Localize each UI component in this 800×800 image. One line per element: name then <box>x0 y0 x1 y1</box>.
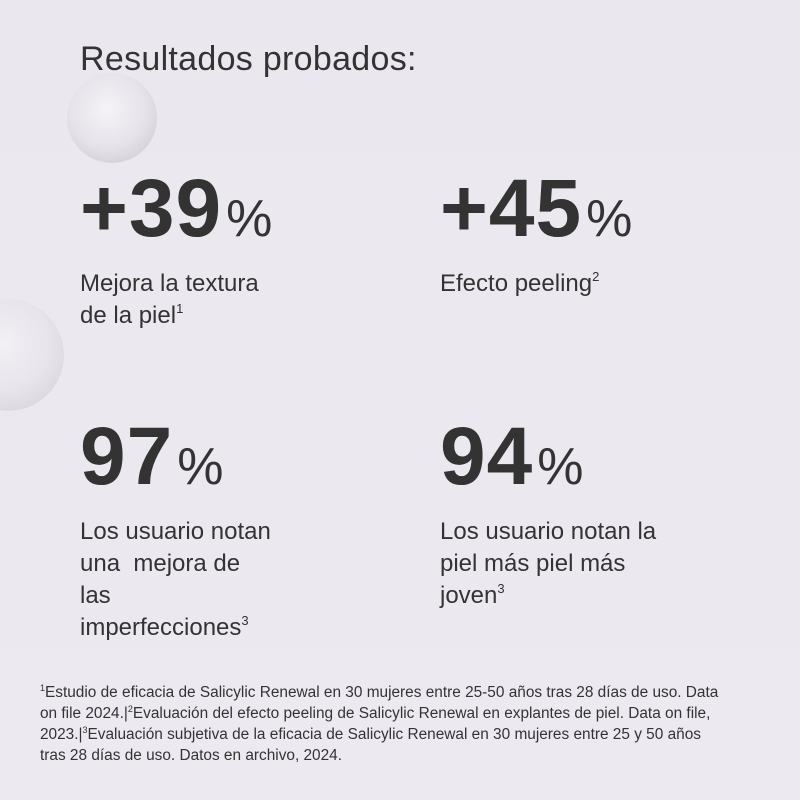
footnote-text: Evaluación del efecto peeling de Salicyl… <box>40 705 711 743</box>
stat-unit: % <box>226 190 274 248</box>
description-line: Efecto peeling2 <box>440 269 600 297</box>
description-line: piel más piel más <box>440 550 626 577</box>
stat-value: +39 <box>80 163 223 254</box>
note-mark: 1 <box>176 301 184 316</box>
description-line: Mejora la textura <box>80 270 259 297</box>
footnote-text: Estudio de eficacia de Salicylic Renewal… <box>40 684 719 722</box>
title: Resultados probados: <box>80 40 417 78</box>
stat-number: 94% <box>440 416 780 498</box>
stat-unit: % <box>586 190 634 248</box>
stat: +39% Mejora la textura de la piel1 <box>80 168 420 332</box>
note-mark: 1 <box>40 683 46 693</box>
description-line: Los usuario notan <box>80 518 271 545</box>
description-line: imperfecciones3 <box>80 613 249 641</box>
droplet <box>0 299 64 411</box>
stat-description: Efecto peeling2 <box>440 268 780 300</box>
stat-number: +39% <box>80 168 420 250</box>
stat-number: +45% <box>440 168 780 250</box>
note-mark: 3 <box>497 581 505 596</box>
stat: +45% Efecto peeling2 <box>440 168 780 300</box>
description-line: las <box>80 582 111 609</box>
note-mark: 2 <box>592 269 600 284</box>
description-line: Los usuario notan la <box>440 518 657 545</box>
stat-value: 94 <box>440 411 534 502</box>
stat-value: 97 <box>80 411 174 502</box>
stat: 94% Los usuario notan la piel más piel más… <box>440 416 780 612</box>
stat-description: Los usuario notan una mejora de las imperfe… <box>80 516 420 644</box>
description-line: una mejora de <box>80 550 241 577</box>
stat-unit: % <box>177 438 225 496</box>
note-mark: 3 <box>82 725 88 735</box>
stat: 97% Los usuario notan una mejora de las impe… <box>80 416 420 644</box>
description-line: joven3 <box>440 581 505 609</box>
stat-number: 97% <box>80 416 420 498</box>
description-line: de la piel1 <box>80 301 184 329</box>
stat-unit: % <box>537 438 585 496</box>
footnote-text: Evaluación subjetiva de la eficacia de S… <box>40 726 701 764</box>
droplet <box>67 73 157 163</box>
note-mark: 2 <box>127 704 133 714</box>
stat-description: Los usuario notan la piel más piel más jov… <box>440 516 780 612</box>
footnote: 1Estudio de eficacia de Salicylic Renewa… <box>40 682 730 766</box>
stat-description: Mejora la textura de la piel1 <box>80 268 420 332</box>
note-mark: 3 <box>241 613 249 628</box>
stat-value: +45 <box>440 163 583 254</box>
